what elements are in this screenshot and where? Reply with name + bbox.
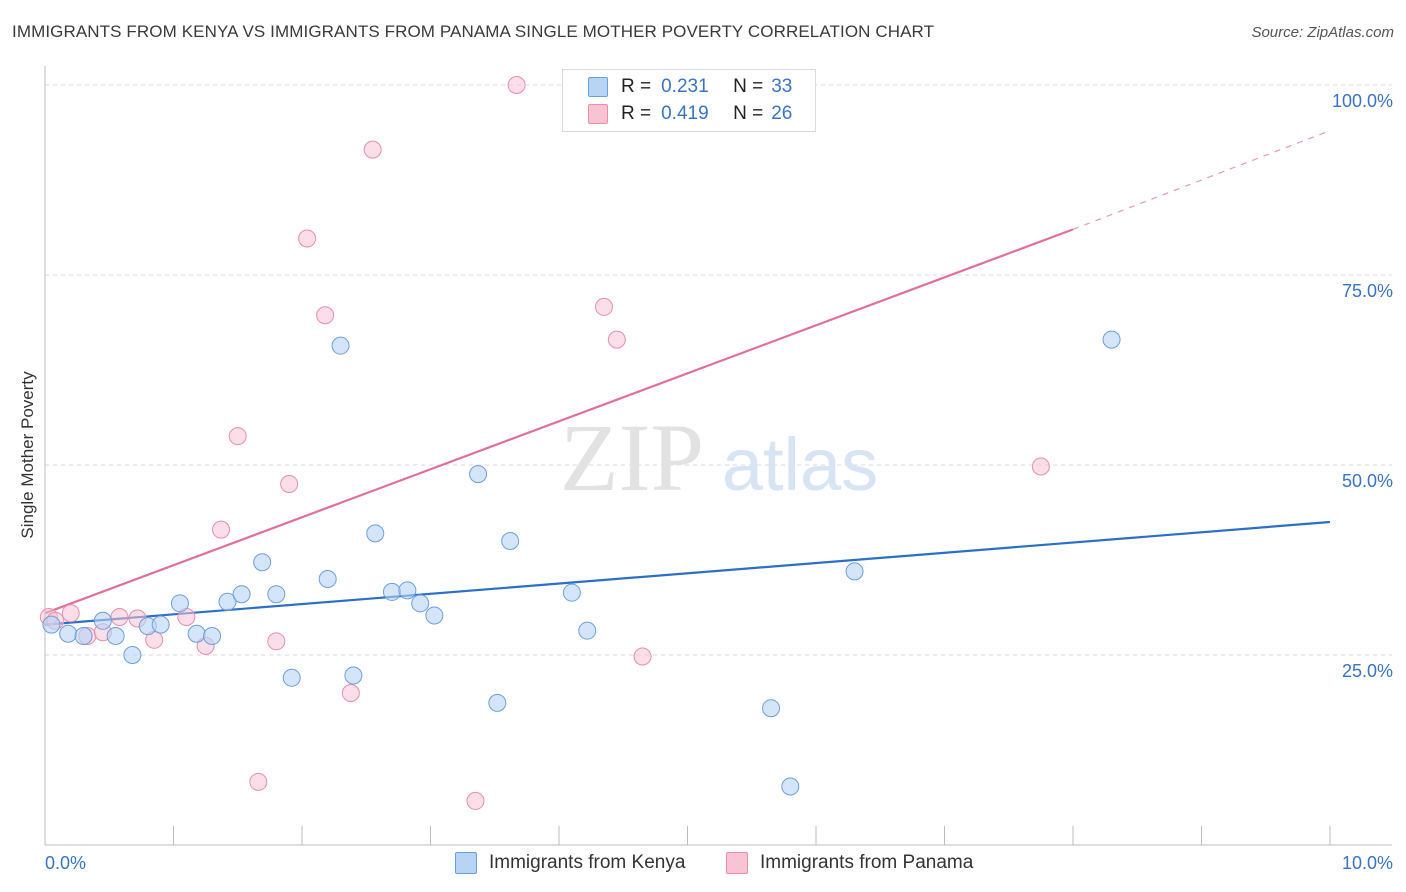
y-tick-label: 100.0% <box>1332 91 1393 111</box>
data-point-kenya <box>344 666 363 685</box>
tick-labels: 25.0% 50.0% 75.0% 100.0% 0.0% 10.0% <box>45 91 1393 873</box>
data-point-kenya <box>501 532 520 550</box>
legend-r-label: R = <box>621 103 652 124</box>
legend-row-panama: R = 0.419 N = 26 <box>588 102 793 126</box>
bottom-legend-swatch-kenya <box>455 852 477 874</box>
y-tick-label: 75.0% <box>1342 281 1393 301</box>
data-point-kenya <box>106 627 125 645</box>
data-point-kenya <box>366 524 385 543</box>
x-tick-label: 10.0% <box>1342 853 1393 873</box>
data-point-kenya <box>398 581 417 600</box>
watermark: ZIP atlas <box>560 404 878 511</box>
data-point-kenya <box>187 624 206 643</box>
legend-panama-n: 26 <box>771 103 793 124</box>
data-point-panama <box>341 684 360 702</box>
data-point-panama <box>466 791 485 810</box>
data-point-panama <box>633 647 652 666</box>
bottom-legend-swatch-panama <box>726 852 748 874</box>
bottom-legend-kenya: Immigrants from Kenya <box>455 852 685 874</box>
data-point-panama <box>507 76 526 94</box>
data-point-kenya <box>425 606 444 625</box>
y-tick-label: 25.0% <box>1342 661 1393 681</box>
axes <box>44 66 1392 846</box>
data-point-kenya <box>282 668 301 687</box>
data-point-panama <box>212 520 231 539</box>
data-point-kenya <box>253 553 272 572</box>
data-point-panama <box>280 475 299 493</box>
data-point-panama <box>607 330 626 349</box>
data-point-panama <box>316 306 335 325</box>
trend-lines <box>44 130 1331 626</box>
data-point-kenya <box>170 594 189 613</box>
data-point-kenya <box>74 627 93 645</box>
bottom-legend-label-panama: Immigrants from Panama <box>760 852 974 873</box>
data-point-kenya <box>123 646 142 664</box>
chart-title: IMMIGRANTS FROM KENYA VS IMMIGRANTS FROM… <box>12 22 935 41</box>
data-point-panama <box>298 229 317 248</box>
data-point-kenya <box>218 592 237 611</box>
data-point-kenya <box>781 777 800 796</box>
trend-line-panama-extension <box>1072 130 1331 230</box>
data-point-kenya <box>562 583 581 602</box>
data-point-kenya <box>488 693 507 712</box>
data-point-kenya <box>232 585 251 604</box>
data-point-panama <box>61 604 80 623</box>
legend-r-label: R = <box>621 76 652 97</box>
bottom-legend-panama: Immigrants from Panama <box>726 852 973 874</box>
data-point-panama <box>363 140 382 159</box>
data-point-panama <box>267 632 286 651</box>
data-point-kenya <box>469 465 488 484</box>
y-tick-label: 50.0% <box>1342 471 1393 491</box>
data-point-kenya <box>203 627 222 645</box>
legend-row-kenya: R = 0.231 N = 33 <box>588 75 793 99</box>
legend-kenya-r: 0.231 <box>661 76 709 97</box>
data-point-kenya <box>93 611 112 630</box>
data-point-kenya <box>42 615 61 634</box>
legend-kenya-n: 33 <box>771 76 793 97</box>
data-point-kenya <box>59 624 78 643</box>
bottom-legend-label-kenya: Immigrants from Kenya <box>489 852 686 873</box>
data-point-kenya <box>762 699 781 718</box>
source-label: Source: ZipAtlas.com <box>1251 24 1394 41</box>
data-point-kenya <box>411 594 430 613</box>
data-point-kenya <box>578 621 597 640</box>
correlation-legend: R = 0.231 N = 33 R = 0.419 N = 26 <box>562 69 816 132</box>
data-point-panama <box>249 772 268 791</box>
watermark-zip: ZIP <box>560 404 704 511</box>
grid-lines <box>45 84 1392 656</box>
data-point-panama <box>1031 457 1050 476</box>
data-point-panama <box>110 608 129 626</box>
data-point-kenya <box>267 585 286 604</box>
trend-line-kenya <box>44 520 1331 626</box>
data-point-kenya <box>331 336 350 355</box>
data-point-panama <box>594 297 613 316</box>
data-point-panama <box>228 427 247 446</box>
data-point-kenya <box>151 615 170 634</box>
data-point-kenya <box>845 562 864 581</box>
trend-line-panama <box>44 228 1074 615</box>
x-tick-label: 0.0% <box>45 853 86 873</box>
legend-n-label: N = <box>733 76 764 97</box>
watermark-atlas: atlas <box>722 423 878 506</box>
legend-n-label: N = <box>733 103 764 124</box>
legend-panama-r: 0.419 <box>661 103 709 124</box>
data-points <box>39 76 1121 810</box>
legend-swatch-kenya <box>588 77 608 97</box>
legend-swatch-panama <box>588 104 608 124</box>
data-point-kenya <box>318 570 337 588</box>
data-point-kenya <box>382 582 401 601</box>
data-point-kenya <box>1102 330 1121 349</box>
